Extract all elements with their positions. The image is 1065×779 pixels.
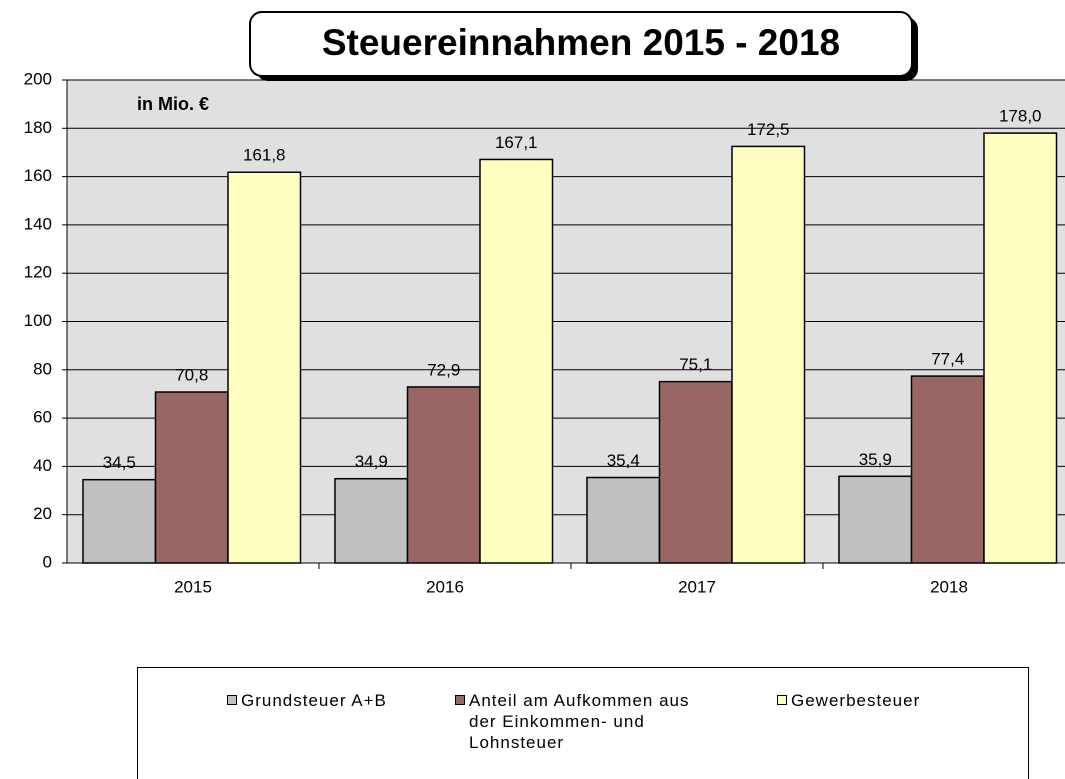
value-label: 178,0 bbox=[999, 107, 1042, 126]
value-label: 72,9 bbox=[427, 360, 460, 379]
x-tick-label: 2018 bbox=[930, 577, 968, 596]
value-label: 75,1 bbox=[679, 355, 712, 374]
legend-swatch bbox=[777, 695, 787, 705]
legend-label: Gewerbesteuer bbox=[791, 691, 921, 710]
y-tick-label: 140 bbox=[24, 214, 52, 233]
bar bbox=[479, 158, 554, 564]
y-tick-label: 180 bbox=[24, 118, 52, 137]
legend-entry: Gewerbesteuer bbox=[777, 690, 991, 711]
y-tick-label: 40 bbox=[33, 456, 52, 475]
bar bbox=[154, 391, 229, 564]
y-tick-label: 80 bbox=[33, 359, 52, 378]
legend: Grundsteuer A+B Anteil am Aufkommen aus d… bbox=[137, 667, 1029, 779]
value-label: 77,4 bbox=[931, 350, 964, 369]
title-box bbox=[249, 11, 913, 77]
value-label: 35,4 bbox=[607, 451, 640, 470]
value-label: 70,8 bbox=[175, 366, 208, 385]
legend-entry: Grundsteuer A+B bbox=[227, 690, 401, 711]
y-tick-label: 100 bbox=[24, 311, 52, 330]
bar bbox=[983, 132, 1058, 564]
bar bbox=[334, 477, 409, 564]
x-tick-label: 2015 bbox=[174, 577, 212, 596]
value-label: 34,9 bbox=[355, 452, 388, 471]
value-label: 35,9 bbox=[859, 450, 892, 469]
y-tick-label: 200 bbox=[24, 69, 52, 88]
chart: Steuereinnahmen 2015 - 2018 in Mio. € 0 2… bbox=[24, 11, 1065, 596]
y-tick-label: 20 bbox=[33, 504, 52, 523]
value-label: 34,5 bbox=[103, 453, 136, 472]
legend-label: Grundsteuer A+B bbox=[241, 691, 387, 710]
annotation: in Mio. € bbox=[137, 94, 209, 114]
legend-swatch bbox=[227, 695, 237, 705]
x-tick-label: 2016 bbox=[426, 577, 464, 596]
value-label: 167,1 bbox=[495, 133, 538, 152]
bar bbox=[731, 145, 806, 564]
value-label: 161,8 bbox=[243, 146, 286, 165]
y-tick-label: 60 bbox=[33, 408, 52, 427]
bar bbox=[227, 171, 302, 564]
legend-entry: Anteil am Aufkommen aus der Einkommen- u… bbox=[455, 690, 699, 753]
bar bbox=[82, 478, 157, 564]
value-label: 172,5 bbox=[747, 120, 790, 139]
bar bbox=[586, 476, 661, 564]
legend-label: Anteil am Aufkommen aus der Einkommen- u… bbox=[469, 691, 690, 752]
legend-swatch bbox=[455, 695, 465, 705]
bar bbox=[658, 380, 733, 564]
y-tick-label: 120 bbox=[24, 263, 52, 282]
y-tick-label: 0 bbox=[43, 552, 52, 571]
x-tick-label: 2017 bbox=[678, 577, 716, 596]
bar bbox=[910, 375, 985, 564]
y-tick-label: 160 bbox=[24, 166, 52, 185]
chart-title: Steuereinnahmen 2015 - 2018 bbox=[322, 22, 840, 63]
bar bbox=[838, 475, 913, 564]
bar bbox=[406, 386, 481, 564]
